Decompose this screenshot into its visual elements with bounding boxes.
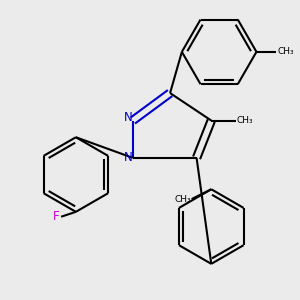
Text: N: N <box>124 152 132 164</box>
Text: N: N <box>124 111 132 124</box>
Text: F: F <box>52 210 59 223</box>
Text: CH₃: CH₃ <box>174 195 191 204</box>
Text: CH₃: CH₃ <box>237 116 254 125</box>
Text: CH₃: CH₃ <box>277 47 294 56</box>
